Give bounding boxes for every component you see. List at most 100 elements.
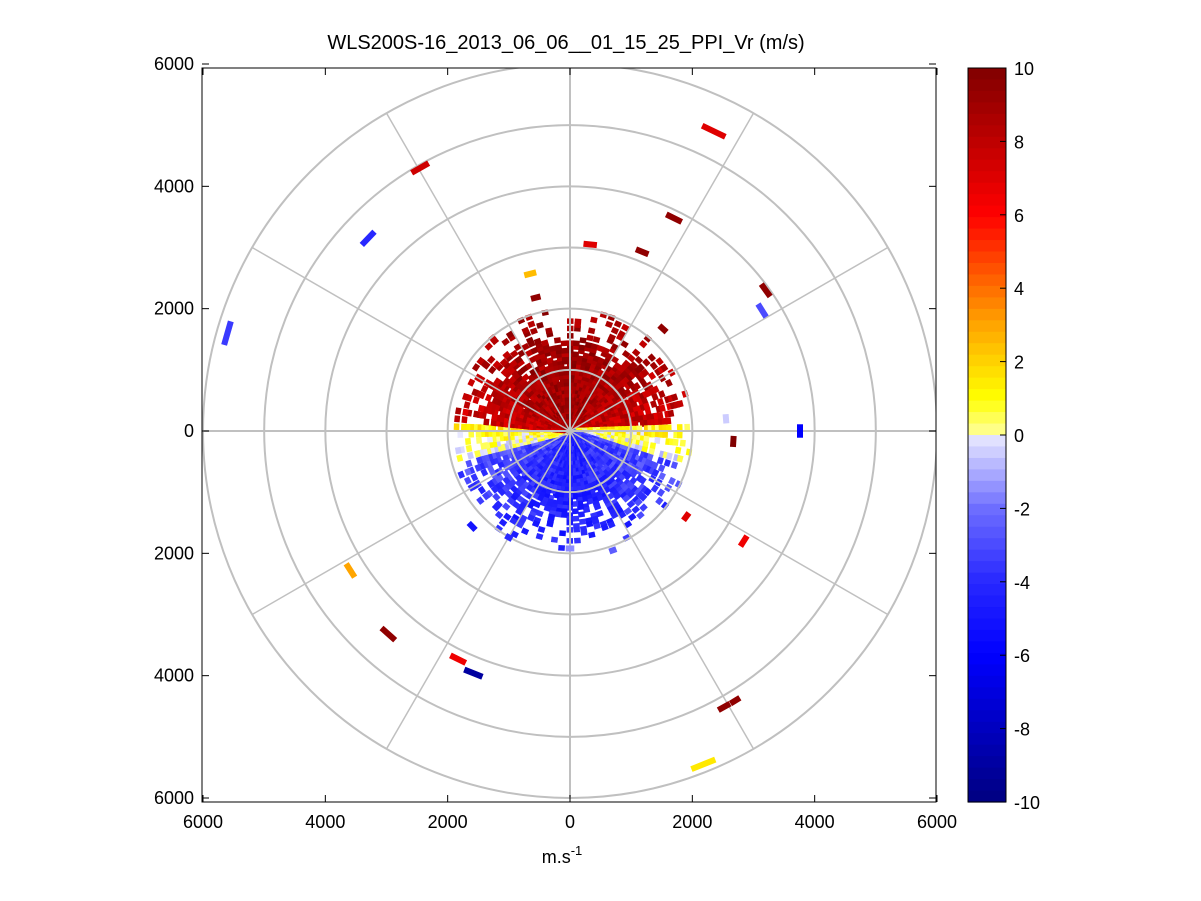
near-field-cell <box>464 467 472 476</box>
near-field-cell <box>605 320 614 329</box>
near-field-cell <box>650 400 658 409</box>
colorbar-band <box>968 125 1006 138</box>
near-field-cell <box>462 408 469 416</box>
near-field-cell <box>639 503 648 512</box>
near-field-cell <box>506 496 516 506</box>
near-field-cell <box>636 490 645 500</box>
scan-point <box>504 533 514 542</box>
near-field-cell <box>510 349 519 358</box>
near-field-cell <box>454 415 461 423</box>
x-tick-labels: 6000 4000 2000 0 2000 4000 6000 <box>183 812 957 832</box>
near-field-cell <box>526 514 536 522</box>
colorbar-band <box>968 687 1006 700</box>
near-field-cell <box>657 390 666 399</box>
near-field-cell <box>476 356 485 366</box>
near-field-cell <box>487 355 496 365</box>
near-field-cell <box>621 494 631 503</box>
near-field-cell <box>533 337 542 346</box>
y-tick-label: 2000 <box>154 543 194 563</box>
colorbar-band <box>968 274 1006 287</box>
near-field-cell <box>668 476 676 486</box>
colorbar-band <box>968 240 1006 253</box>
near-field-cell <box>633 488 643 497</box>
near-field-cell <box>640 368 650 377</box>
near-field-cell <box>631 495 641 504</box>
near-field-cell <box>578 344 586 351</box>
near-field-cell <box>684 423 691 431</box>
polar-spoke <box>251 246 571 432</box>
colorbar-band <box>968 182 1006 195</box>
near-field-cell <box>490 485 500 494</box>
near-field-cell <box>490 336 500 346</box>
colorbar-tick-label: 0 <box>1014 426 1024 446</box>
x-axis-label: m.s-1 <box>542 843 583 867</box>
colorbar-band <box>968 779 1006 792</box>
colorbar-band <box>968 710 1006 723</box>
y-tick-label: 4000 <box>154 176 194 196</box>
colorbar-band <box>968 629 1006 643</box>
colorbar-tick-label: -10 <box>1014 793 1040 813</box>
near-field-cell <box>651 392 659 401</box>
colorbar-tick-label: 10 <box>1014 59 1034 79</box>
polar-spoke <box>251 430 571 616</box>
colorbar-tick-label: 2 <box>1014 353 1024 373</box>
x-tick-label: 4000 <box>795 812 835 832</box>
near-field-cell <box>635 474 644 483</box>
near-field-cell <box>676 424 683 431</box>
near-field-cell <box>573 526 581 533</box>
scan-point <box>681 511 692 523</box>
near-field-cell <box>495 362 504 372</box>
scan-point <box>523 269 537 279</box>
near-field-cell <box>593 503 602 511</box>
colorbar-band <box>968 205 1006 218</box>
near-field-cell <box>486 400 494 409</box>
colorbar-band <box>968 492 1006 505</box>
colorbar-band <box>968 503 1006 516</box>
near-field-cell <box>537 525 546 534</box>
near-field-cell <box>576 503 585 511</box>
colorbar-band <box>968 251 1006 264</box>
near-field-cell <box>453 423 460 431</box>
near-field-cell <box>475 430 482 438</box>
near-field-cell <box>634 355 644 365</box>
near-field-cell <box>590 316 598 324</box>
near-field-cell <box>511 513 520 522</box>
near-field-cell <box>486 435 493 443</box>
near-field-cell <box>526 479 536 489</box>
colorbar-band <box>968 377 1006 390</box>
near-field-cell <box>516 358 525 367</box>
near-field-cell <box>535 532 544 541</box>
near-field-cell <box>457 431 464 438</box>
near-field-cell <box>471 363 481 372</box>
axis-ticks <box>202 63 938 802</box>
colorbar-band <box>968 561 1006 574</box>
near-field-cell <box>636 511 645 520</box>
scan-point <box>463 666 484 680</box>
near-field-cell <box>638 370 647 380</box>
near-field-cell <box>572 340 580 347</box>
near-field-cell <box>471 388 479 397</box>
isolated-points <box>221 123 803 772</box>
near-field-cell <box>663 459 672 467</box>
near-field-cell <box>651 385 660 394</box>
colorbar-band <box>968 652 1006 665</box>
colorbar-band <box>968 446 1006 459</box>
near-field-cell <box>502 350 511 360</box>
scan-point <box>634 246 650 258</box>
near-field-cell <box>465 459 473 468</box>
near-field-cell <box>510 368 519 378</box>
near-field-cell <box>560 340 568 347</box>
near-field-cell <box>503 512 512 521</box>
colorbar-band <box>968 756 1006 769</box>
near-field-cell <box>646 453 654 462</box>
near-field-cell <box>561 347 569 354</box>
near-field-cell <box>628 512 637 522</box>
near-field-cell <box>647 353 656 362</box>
colorbar-band <box>968 538 1006 551</box>
near-field-cell <box>521 342 530 351</box>
colorbar-band <box>968 285 1006 298</box>
x-tick-label: 6000 <box>917 812 957 832</box>
near-field-cell <box>617 380 626 389</box>
near-field-cell <box>601 346 611 355</box>
near-field-cell <box>456 454 464 463</box>
